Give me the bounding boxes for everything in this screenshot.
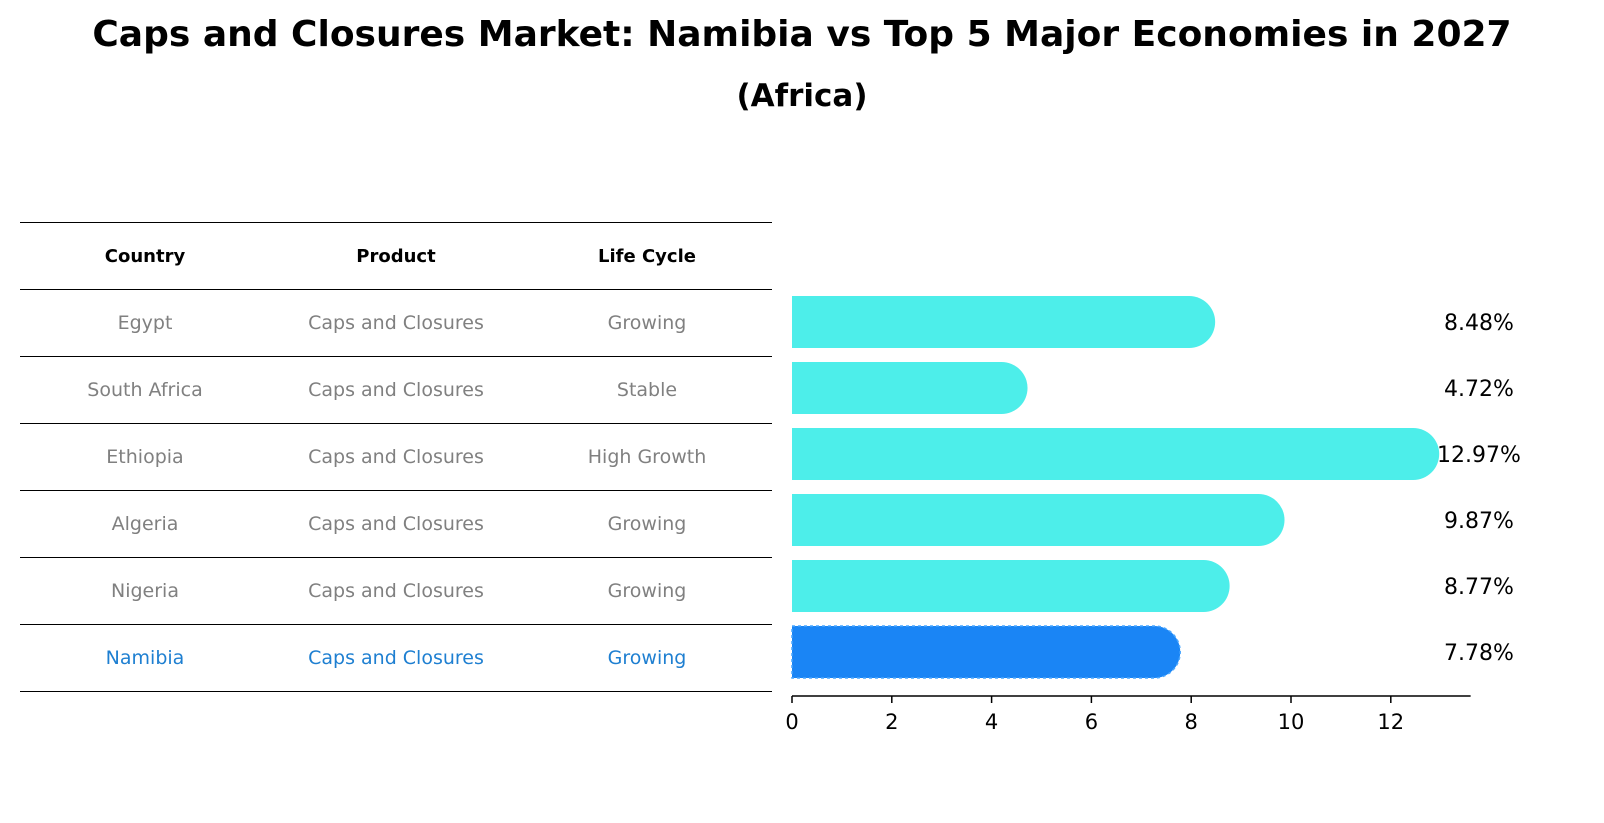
cell-country: Namibia bbox=[105, 647, 185, 669]
bar-namibia bbox=[791, 625, 1181, 679]
value-label: 4.72% bbox=[1444, 377, 1514, 402]
value-label: 12.97% bbox=[1437, 443, 1521, 468]
cell-life-cycle: Growing bbox=[607, 513, 687, 535]
cell-product: Caps and Closures bbox=[308, 580, 484, 602]
cell-country: Egypt bbox=[117, 312, 173, 334]
data-table: Country Product Life Cycle Egypt Caps an… bbox=[20, 222, 772, 692]
bar-ethiopia bbox=[792, 428, 1440, 480]
x-tick-label: 4 bbox=[985, 710, 998, 734]
bar-south-africa bbox=[792, 362, 1028, 414]
x-tick-label: 2 bbox=[885, 710, 898, 734]
value-labels-group: 8.48% 4.72% 12.97% 9.87% 8.77% 7.78% bbox=[1437, 311, 1521, 666]
value-label: 9.87% bbox=[1444, 509, 1514, 534]
header-country: Country bbox=[104, 245, 186, 267]
cell-life-cycle: Growing bbox=[607, 580, 687, 602]
table-row-highlight: Namibia Caps and Closures Growing bbox=[20, 624, 772, 692]
cell-product: Caps and Closures bbox=[308, 647, 484, 669]
table-row: Algeria Caps and Closures Growing bbox=[20, 490, 772, 557]
table-header-row: Country Product Life Cycle bbox=[20, 222, 772, 289]
cell-country: Algeria bbox=[111, 513, 179, 535]
header-product: Product bbox=[356, 245, 436, 267]
x-axis: 0 2 4 6 8 10 12 bbox=[785, 695, 1471, 734]
cell-product: Caps and Closures bbox=[308, 312, 484, 334]
x-tick-label: 10 bbox=[1278, 710, 1305, 734]
table-row: Nigeria Caps and Closures Growing bbox=[20, 557, 772, 624]
header-life-cycle: Life Cycle bbox=[598, 245, 696, 267]
cell-country: South Africa bbox=[87, 379, 203, 401]
bar-nigeria bbox=[792, 560, 1230, 612]
x-tick-label: 12 bbox=[1377, 710, 1404, 734]
cell-life-cycle: High Growth bbox=[587, 446, 707, 468]
cell-country: Ethiopia bbox=[106, 446, 184, 468]
value-label: 8.48% bbox=[1444, 311, 1514, 336]
x-tick-label: 6 bbox=[1085, 710, 1098, 734]
cell-life-cycle: Stable bbox=[616, 379, 678, 401]
bar-egypt bbox=[792, 296, 1216, 348]
bars-group bbox=[791, 296, 1440, 679]
x-tick-label: 8 bbox=[1185, 710, 1198, 734]
cell-life-cycle: Growing bbox=[607, 647, 687, 669]
cell-life-cycle: Growing bbox=[607, 312, 687, 334]
bar-algeria bbox=[792, 494, 1285, 546]
table-row: South Africa Caps and Closures Stable bbox=[20, 356, 772, 423]
value-label: 7.78% bbox=[1444, 641, 1514, 666]
cell-product: Caps and Closures bbox=[308, 513, 484, 535]
cell-product: Caps and Closures bbox=[308, 379, 484, 401]
table-row: Egypt Caps and Closures Growing bbox=[20, 289, 772, 356]
table-row: Ethiopia Caps and Closures High Growth bbox=[20, 423, 772, 490]
x-tick-label: 0 bbox=[785, 710, 798, 734]
cell-country: Nigeria bbox=[111, 580, 179, 602]
cell-product: Caps and Closures bbox=[308, 446, 484, 468]
chart-subtitle: (Africa) bbox=[736, 78, 868, 114]
chart-title: Caps and Closures Market: Namibia vs Top… bbox=[92, 14, 1512, 55]
value-label: 8.77% bbox=[1444, 575, 1514, 600]
